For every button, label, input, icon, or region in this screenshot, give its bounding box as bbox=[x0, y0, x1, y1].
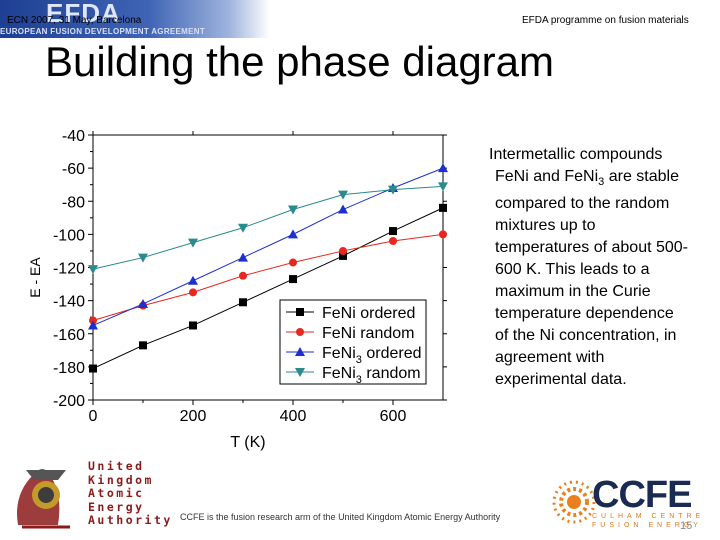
data-point bbox=[238, 223, 248, 233]
x-tick-label: 0 bbox=[89, 408, 98, 425]
data-point bbox=[188, 238, 198, 248]
legend-label: FeNi3 random bbox=[322, 365, 421, 386]
data-point bbox=[289, 258, 297, 267]
crest-icon bbox=[17, 469, 70, 529]
y-tick-label: -80 bbox=[62, 194, 85, 211]
data-point bbox=[338, 204, 348, 214]
ukaea-line: Atomic bbox=[88, 486, 145, 500]
data-point bbox=[338, 190, 348, 200]
legend-label: FeNi ordered bbox=[322, 305, 415, 322]
data-point bbox=[288, 205, 298, 215]
data-point bbox=[289, 275, 297, 284]
data-point bbox=[439, 230, 447, 239]
body-line: compared to the random bbox=[495, 195, 670, 213]
ccfe-sun-icon bbox=[552, 480, 596, 524]
x-axis-label: T (K) bbox=[230, 434, 265, 451]
page-number: 15 bbox=[680, 520, 693, 532]
series-line bbox=[92, 167, 444, 326]
data-point bbox=[439, 203, 447, 212]
data-point bbox=[339, 246, 347, 255]
data-point bbox=[139, 341, 147, 350]
body-line: agreement with bbox=[495, 349, 605, 367]
chart-svg: -200 -180 -160 -140 -120 -100 -80 -60 -40 0 200 400… bbox=[27, 128, 448, 451]
data-point bbox=[239, 298, 247, 307]
body-line: mixtures up to bbox=[495, 217, 596, 235]
data-point bbox=[296, 308, 304, 316]
data-point bbox=[189, 288, 197, 297]
x-tick-label: 600 bbox=[380, 408, 407, 425]
x-tick-label: 400 bbox=[280, 408, 307, 425]
data-point bbox=[89, 364, 97, 373]
series-line bbox=[92, 207, 444, 369]
data-point bbox=[88, 265, 98, 275]
body-line: temperature dependence bbox=[495, 305, 674, 323]
conference-label: ECN 2007, 31 May, Barcelona bbox=[7, 15, 142, 26]
data-point bbox=[288, 229, 298, 239]
y-tick-label: -40 bbox=[62, 128, 85, 145]
data-point bbox=[389, 227, 397, 236]
body-line: of the Ni concentration, in bbox=[495, 327, 677, 345]
data-point bbox=[188, 275, 198, 285]
ukaea-line: Authority bbox=[88, 513, 173, 527]
efda-banner: EFDA EUROPEAN FUSION DEVELOPMENT AGREEME… bbox=[0, 0, 270, 38]
ukaea-crest bbox=[17, 469, 70, 529]
legend-label: FeNi3 ordered bbox=[322, 345, 422, 366]
series-line bbox=[92, 185, 444, 270]
ukaea-line: Energy bbox=[88, 499, 145, 514]
phase-chart: -200 -180 -160 -140 -120 -100 -80 -60 -40 0 200 400… bbox=[0, 120, 460, 460]
ccfe-footer-text: CCFE is the fusion research arm of the U… bbox=[180, 512, 501, 522]
body-line: Intermetallic compounds bbox=[489, 146, 663, 163]
efda-logo: EFDA bbox=[46, 0, 121, 28]
legend-box bbox=[279, 299, 427, 385]
y-tick-label: -120 bbox=[53, 261, 85, 278]
slide-title: Building the phase diagram bbox=[45, 38, 555, 85]
x-tick-label: 200 bbox=[180, 408, 207, 425]
legend-label: FeNi random bbox=[322, 325, 414, 342]
y-tick-label: -160 bbox=[53, 327, 85, 344]
y-tick-label: -100 bbox=[53, 227, 85, 244]
y-tick-label: -180 bbox=[53, 360, 85, 377]
body-line: temperatures of about 500- bbox=[495, 239, 689, 257]
ccfe-sub1: CULHAM CENTRE bbox=[592, 513, 705, 520]
body-line: 600 K. This leads to a bbox=[495, 261, 650, 279]
data-point bbox=[295, 347, 305, 356]
body-line: FeNi and FeNi3 are stable bbox=[495, 168, 679, 189]
ccfe-sub2: FUSION ENERGY bbox=[592, 522, 702, 529]
ukaea-wordmark: United Kingdom Atomic Energy Authority bbox=[88, 459, 173, 528]
efda-subtitle: EUROPEAN FUSION DEVELOPMENT AGREEMENT bbox=[0, 27, 206, 36]
data-point bbox=[438, 163, 448, 173]
data-point bbox=[138, 253, 148, 263]
ukaea-line: United bbox=[88, 459, 145, 473]
data-point bbox=[389, 237, 397, 245]
ukaea-line: Kingdom bbox=[88, 472, 154, 487]
series-line bbox=[92, 233, 444, 321]
ccfe-logo-text: CCFE bbox=[592, 474, 692, 516]
y-tick-label: -60 bbox=[62, 161, 85, 178]
body-line: experimental data. bbox=[495, 371, 627, 389]
slide-body-text: Intermetallic compounds FeNi and FeNi3 ar… bbox=[489, 144, 705, 391]
data-point bbox=[239, 271, 247, 280]
programme-label: EFDA programme on fusion materials bbox=[522, 15, 689, 26]
data-point bbox=[438, 182, 448, 192]
data-point bbox=[339, 251, 347, 260]
y-tick-label: -200 bbox=[53, 393, 85, 410]
data-point bbox=[189, 321, 197, 330]
data-point bbox=[238, 252, 248, 262]
body-line: maximum in the Curie bbox=[495, 283, 651, 301]
data-point bbox=[388, 185, 398, 195]
data-point bbox=[296, 328, 304, 336]
data-point bbox=[295, 368, 305, 377]
y-axis-label: E - EA bbox=[27, 257, 43, 298]
data-point bbox=[88, 320, 98, 330]
y-tick-label: -140 bbox=[53, 294, 85, 311]
data-point bbox=[138, 298, 148, 308]
